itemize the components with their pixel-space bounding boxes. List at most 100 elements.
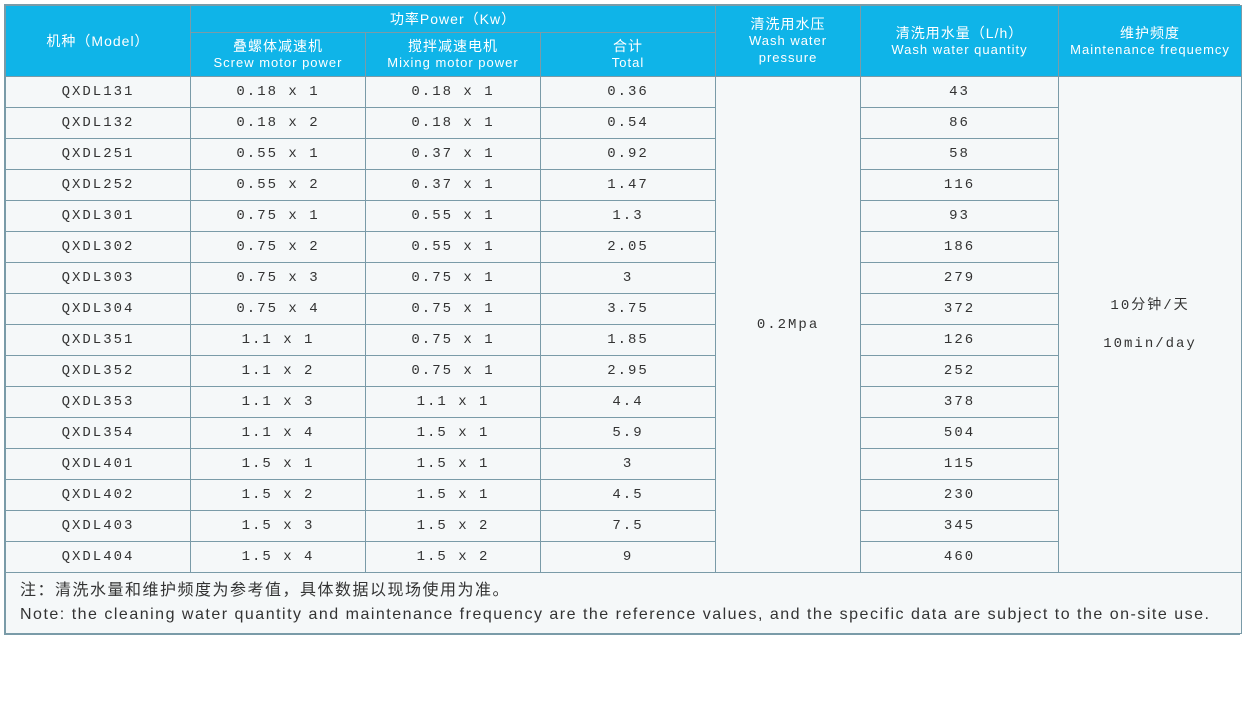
cell-total: 0.54	[541, 108, 716, 139]
cell-total: 0.36	[541, 77, 716, 108]
spec-table-container: 机种（Model） 功率Power（Kw） 清洗用水压 Wash water p…	[4, 4, 1240, 635]
header-power-group: 功率Power（Kw）	[191, 6, 716, 33]
cell-total: 1.47	[541, 170, 716, 201]
table-row: QXDL3531.1 x 31.1 x 14.4 378	[6, 387, 1242, 418]
cell-quantity: 186	[861, 232, 1059, 263]
cell-mixing: 0.18 x 1	[366, 108, 541, 139]
cell-total: 2.05	[541, 232, 716, 263]
cell-mixing: 1.1 x 1	[366, 387, 541, 418]
cell-mixing: 0.75 x 1	[366, 325, 541, 356]
cell-screw: 0.75 x 3	[191, 263, 366, 294]
cell-total: 7.5	[541, 511, 716, 542]
cell-quantity: 378	[861, 387, 1059, 418]
cell-total: 1.3	[541, 201, 716, 232]
header-pressure: 清洗用水压 Wash water pressure	[716, 6, 861, 77]
cell-screw: 1.5 x 2	[191, 480, 366, 511]
cell-screw: 1.5 x 4	[191, 542, 366, 573]
cell-quantity: 460	[861, 542, 1059, 573]
table-body: QXDL1310.18 x 10.18 x 10.360.2Mpa4310分钟/…	[6, 77, 1242, 634]
cell-screw: 1.1 x 1	[191, 325, 366, 356]
table-row: QXDL4041.5 x 41.5 x 29460	[6, 542, 1242, 573]
cell-mixing: 0.55 x 1	[366, 201, 541, 232]
cell-screw: 0.75 x 1	[191, 201, 366, 232]
cell-total: 2.95	[541, 356, 716, 387]
header-mixing: 搅拌减速电机 Mixing motor power	[366, 33, 541, 77]
cell-mixing: 0.75 x 1	[366, 263, 541, 294]
cell-model: QXDL304	[6, 294, 191, 325]
cell-quantity: 230	[861, 480, 1059, 511]
cell-quantity: 279	[861, 263, 1059, 294]
table-row: QXDL3511.1 x 10.75 x 11.85126	[6, 325, 1242, 356]
cell-quantity: 93	[861, 201, 1059, 232]
header-freq: 维护频度 Maintenance frequemcy	[1059, 6, 1242, 77]
table-row: QXDL1310.18 x 10.18 x 10.360.2Mpa4310分钟/…	[6, 77, 1242, 108]
cell-total: 3	[541, 449, 716, 480]
cell-model: QXDL301	[6, 201, 191, 232]
cell-quantity: 504	[861, 418, 1059, 449]
table-header: 机种（Model） 功率Power（Kw） 清洗用水压 Wash water p…	[6, 6, 1242, 77]
cell-model: QXDL251	[6, 139, 191, 170]
cell-quantity: 115	[861, 449, 1059, 480]
cell-total: 0.92	[541, 139, 716, 170]
table-row: QXDL4031.5 x 31.5 x 27.5 345	[6, 511, 1242, 542]
cell-total: 3.75	[541, 294, 716, 325]
spec-table: 机种（Model） 功率Power（Kw） 清洗用水压 Wash water p…	[5, 5, 1242, 634]
cell-quantity: 345	[861, 511, 1059, 542]
table-row: QXDL2510.55 x 10.37 x 10.92 58	[6, 139, 1242, 170]
cell-model: QXDL403	[6, 511, 191, 542]
cell-screw: 0.55 x 1	[191, 139, 366, 170]
cell-model: QXDL352	[6, 356, 191, 387]
cell-mixing: 0.55 x 1	[366, 232, 541, 263]
cell-quantity: 86	[861, 108, 1059, 139]
cell-mixing: 0.37 x 1	[366, 139, 541, 170]
cell-total: 5.9	[541, 418, 716, 449]
cell-screw: 1.5 x 3	[191, 511, 366, 542]
cell-model: QXDL132	[6, 108, 191, 139]
cell-model: QXDL302	[6, 232, 191, 263]
cell-quantity: 43	[861, 77, 1059, 108]
cell-quantity: 116	[861, 170, 1059, 201]
cell-mixing: 1.5 x 1	[366, 480, 541, 511]
header-quantity: 清洗用水量（L/h） Wash water quantity	[861, 6, 1059, 77]
cell-total: 4.4	[541, 387, 716, 418]
cell-model: QXDL131	[6, 77, 191, 108]
cell-screw: 1.1 x 3	[191, 387, 366, 418]
cell-model: QXDL404	[6, 542, 191, 573]
cell-quantity: 126	[861, 325, 1059, 356]
cell-pressure: 0.2Mpa	[716, 77, 861, 573]
cell-total: 9	[541, 542, 716, 573]
cell-quantity: 58	[861, 139, 1059, 170]
table-row: QXDL1320.18 x 20.18 x 10.54 86	[6, 108, 1242, 139]
cell-model: QXDL303	[6, 263, 191, 294]
cell-model: QXDL252	[6, 170, 191, 201]
cell-mixing: 0.75 x 1	[366, 356, 541, 387]
table-row: QXDL3030.75 x 30.75 x 13 279	[6, 263, 1242, 294]
cell-screw: 0.18 x 2	[191, 108, 366, 139]
cell-quantity: 252	[861, 356, 1059, 387]
table-row: QXDL3521.1 x 20.75 x 12.95 252	[6, 356, 1242, 387]
table-row: QXDL3020.75 x 20.55 x 12.05 186	[6, 232, 1242, 263]
cell-freq: 10分钟/天10min/day	[1059, 77, 1242, 573]
cell-mixing: 1.5 x 2	[366, 511, 541, 542]
cell-mixing: 1.5 x 1	[366, 418, 541, 449]
cell-model: QXDL354	[6, 418, 191, 449]
header-model: 机种（Model）	[6, 6, 191, 77]
cell-total: 4.5	[541, 480, 716, 511]
cell-screw: 0.55 x 2	[191, 170, 366, 201]
cell-total: 3	[541, 263, 716, 294]
cell-quantity: 372	[861, 294, 1059, 325]
cell-screw: 1.1 x 2	[191, 356, 366, 387]
cell-model: QXDL353	[6, 387, 191, 418]
cell-total: 1.85	[541, 325, 716, 356]
table-row: QXDL3040.75 x 40.75 x 13.75372	[6, 294, 1242, 325]
table-row: QXDL3010.75 x 10.55 x 11.3 93	[6, 201, 1242, 232]
table-row: QXDL2520.55 x 20.37 x 11.47 116	[6, 170, 1242, 201]
cell-screw: 0.18 x 1	[191, 77, 366, 108]
cell-model: QXDL401	[6, 449, 191, 480]
header-total: 合计 Total	[541, 33, 716, 77]
cell-mixing: 0.37 x 1	[366, 170, 541, 201]
table-row: QXDL4021.5 x 21.5 x 14.5230	[6, 480, 1242, 511]
cell-screw: 0.75 x 2	[191, 232, 366, 263]
cell-screw: 1.1 x 4	[191, 418, 366, 449]
cell-screw: 1.5 x 1	[191, 449, 366, 480]
